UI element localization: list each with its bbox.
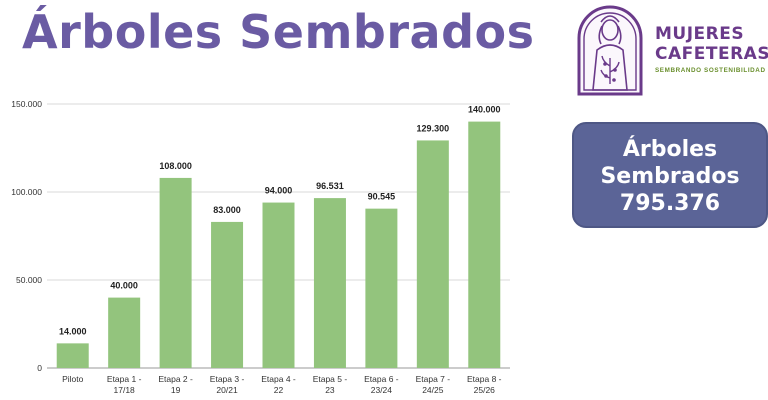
y-tick-label: 50.000 — [16, 275, 42, 285]
x-tick-label: Etapa 3 -20/21 — [210, 374, 245, 395]
page-title: Árboles Sembrados — [22, 5, 535, 59]
total-trees-card: Árboles Sembrados 795.376 — [572, 122, 768, 228]
bar — [468, 121, 501, 368]
bar — [416, 140, 449, 368]
bar — [313, 198, 346, 368]
brand-logo: MUJERES CAFETERAS SEMBRANDO SOSTENIBILID… — [575, 0, 768, 96]
y-tick-label: 150.000 — [11, 99, 42, 109]
y-tick-label: 0 — [37, 363, 42, 373]
bar — [365, 208, 398, 368]
total-label-line1: Árboles — [622, 137, 718, 162]
bar — [262, 202, 295, 368]
data-label: 90.545 — [368, 192, 396, 202]
x-tick-label: Etapa 2 -19 — [158, 374, 193, 395]
data-label: 96.531 — [316, 181, 344, 191]
bar-chart: 0 50.000 100.000 150.000 14.000 Piloto 40.000 E… — [11, 99, 510, 395]
data-label: 83.000 — [213, 205, 241, 215]
brand-name-line1: MUJERES — [655, 24, 745, 44]
x-tick-label: Etapa 4 -22 — [261, 374, 296, 395]
x-tick-label: Etapa 8 -25/26 — [467, 374, 502, 395]
total-value: 795.376 — [619, 191, 721, 216]
data-label: 108.000 — [159, 161, 192, 171]
total-label-line2: Sembrados — [600, 164, 740, 189]
x-tick-label: Etapa 7 -24/25 — [416, 374, 451, 395]
x-tick-label: Etapa 1 -17/18 — [107, 374, 142, 395]
brand-tagline: SEMBRANDO SOSTENIBILIDAD — [655, 67, 766, 74]
bar — [108, 297, 141, 368]
data-label: 14.000 — [59, 326, 87, 336]
bar — [56, 343, 89, 368]
x-tick-label: Etapa 5 -23 — [313, 374, 348, 395]
bar — [211, 221, 244, 368]
brand-name-line2: CAFETERAS — [655, 44, 768, 64]
data-label: 40.000 — [110, 281, 138, 291]
x-tick-label: Etapa 6 -23/24 — [364, 374, 399, 395]
y-tick-label: 100.000 — [11, 187, 42, 197]
data-label: 129.300 — [417, 123, 450, 133]
data-label: 94.000 — [265, 186, 293, 196]
x-tick-label: Piloto — [62, 374, 84, 384]
data-label: 140.000 — [468, 105, 501, 115]
woman-coffee-plant-icon — [577, 5, 643, 96]
bar — [159, 177, 192, 368]
